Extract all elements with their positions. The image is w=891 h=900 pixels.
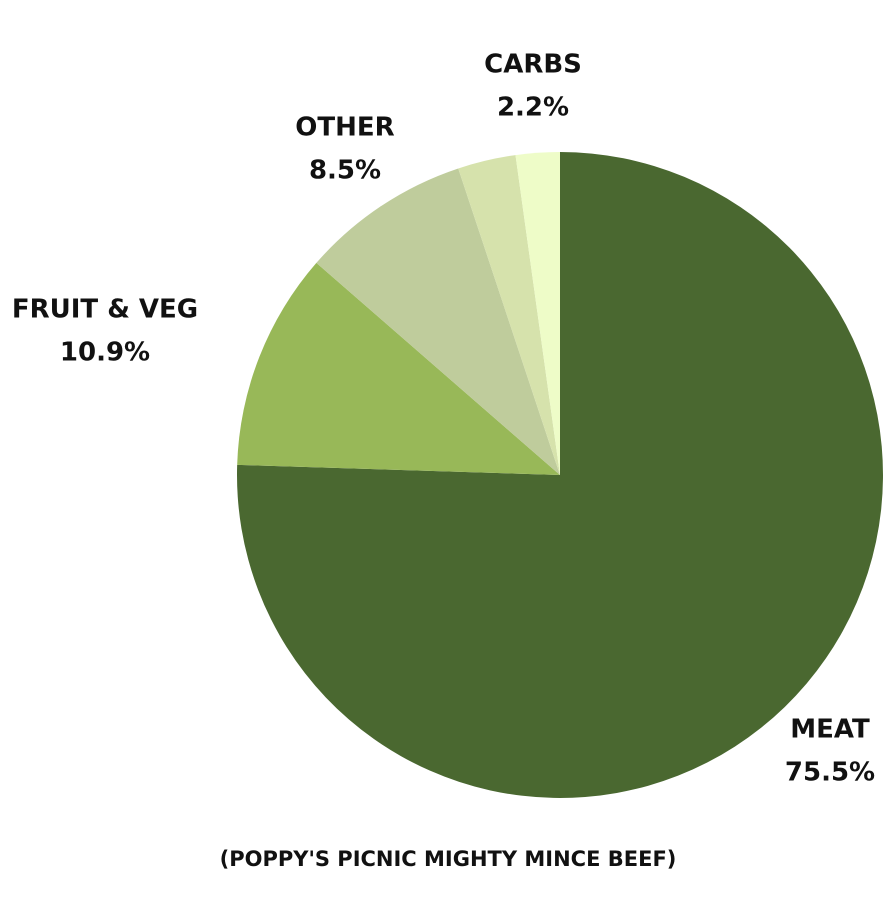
pie-slice bbox=[237, 262, 561, 475]
slice-label: FRUIT & VEG bbox=[12, 295, 198, 325]
value-label: 75.5% bbox=[785, 758, 875, 788]
slice-label: CARBS bbox=[484, 50, 582, 80]
value-label: 10.9% bbox=[60, 338, 150, 368]
pie-slice bbox=[458, 155, 560, 475]
chart-title: (POPPY'S PICNIC MIGHTY MINCE BEEF) bbox=[220, 847, 677, 871]
value-label: 2.2% bbox=[497, 93, 569, 123]
value-label: 8.5% bbox=[309, 156, 381, 186]
slice-label: OTHER bbox=[295, 113, 394, 143]
pie-slice bbox=[316, 168, 560, 475]
slice-label: MEAT bbox=[790, 715, 870, 745]
pie-slice bbox=[515, 152, 560, 475]
